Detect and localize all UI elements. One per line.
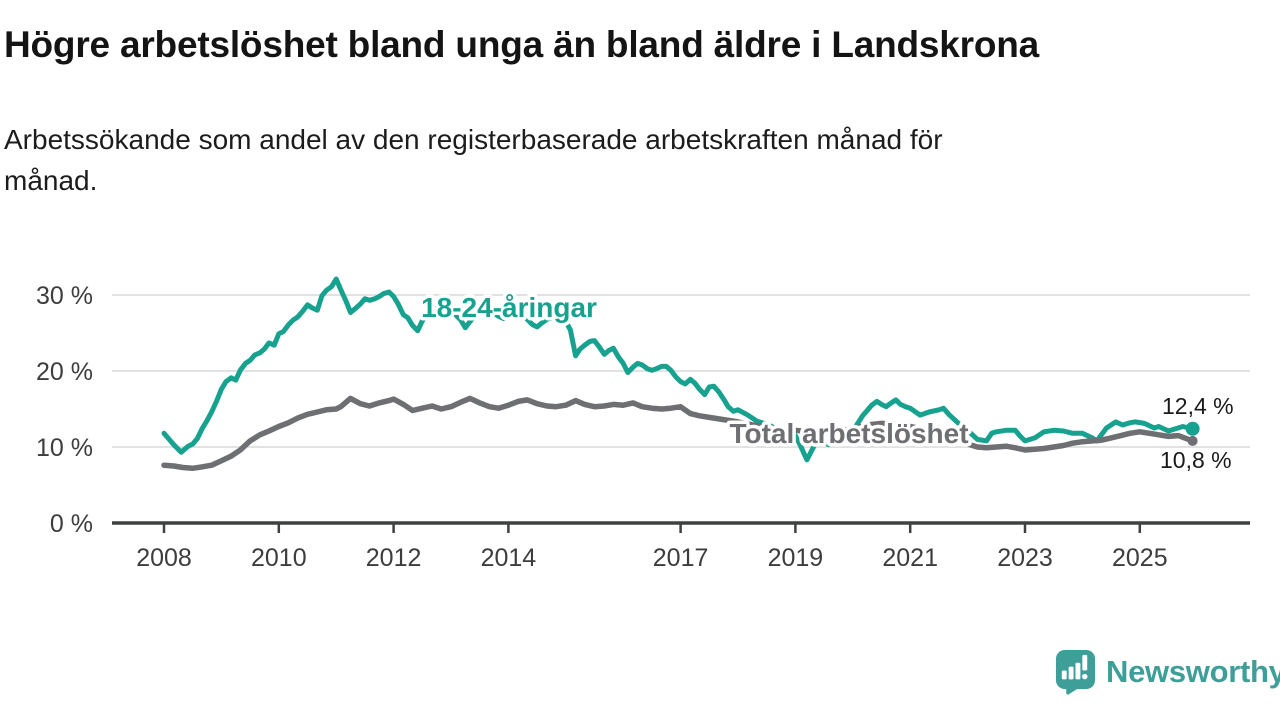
end-dot-youth [1185, 421, 1200, 436]
series-label-youth: 18-24-åringar [421, 292, 597, 323]
logo-bar-3 [1075, 662, 1081, 680]
x-tick-label-2025: 2025 [1112, 544, 1168, 572]
y-tick-label-10: 10 % [36, 434, 93, 462]
x-tick-label-2008: 2008 [136, 544, 192, 572]
subtitle-line-1: Arbetssökande som andel av den registerb… [4, 124, 943, 155]
logo-exclamation-bar [1082, 654, 1088, 671]
page-subtitle: Arbetssökande som andel av den registerb… [4, 120, 1224, 201]
x-tick-label-2010: 2010 [251, 544, 307, 572]
x-tick-label-2019: 2019 [768, 544, 824, 572]
x-tick-label-2012: 2012 [366, 544, 422, 572]
x-tick-label-2014: 2014 [481, 544, 537, 572]
series-label-total: Total arbetslöshet [729, 418, 968, 449]
newsworthy-wordmark: Newsworthy [1106, 653, 1280, 689]
x-tick-label-2023: 2023 [997, 544, 1053, 572]
y-tick-label-30: 30 % [36, 282, 93, 310]
logo-bar-2 [1068, 666, 1074, 680]
x-tick-label-2021: 2021 [882, 544, 938, 572]
x-tick-label-2017: 2017 [653, 544, 709, 572]
subtitle-line-2: månad. [4, 164, 98, 196]
end-value-label-total: 10,8 % [1160, 447, 1232, 473]
logo-bar-1 [1061, 670, 1067, 680]
brand-footer: Newsworthy [1054, 648, 1280, 695]
end-value-label-youth: 12,4 % [1162, 393, 1234, 419]
y-tick-label-20: 20 % [36, 358, 93, 386]
newsworthy-logo-icon [1055, 650, 1096, 695]
series-line-youth [161, 276, 1196, 463]
y-tick-label-0: 0 % [50, 510, 93, 538]
series-line-total [161, 395, 1196, 472]
logo-exclamation-dot [1082, 673, 1088, 680]
page-title: Högre arbetslöshet bland unga än bland ä… [4, 24, 1040, 65]
end-dot-total [1187, 435, 1198, 446]
